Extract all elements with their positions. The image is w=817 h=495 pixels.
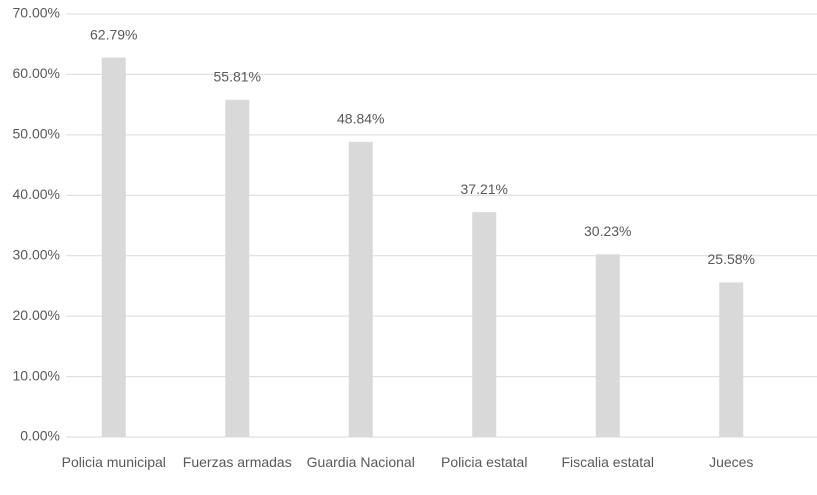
y-tick-label: 60.00% [13, 65, 60, 81]
bar [595, 254, 620, 437]
bar [225, 99, 250, 438]
value-label: 55.81% [214, 68, 261, 84]
y-tick-label: 10.00% [13, 367, 60, 383]
y-tick-label: 50.00% [13, 126, 60, 142]
x-tick-label: Fiscalia estatal [561, 454, 655, 470]
x-tick-label: Policia estatal [441, 454, 528, 470]
bar [348, 141, 373, 437]
x-tick-label: Guardia Nacional [306, 454, 415, 470]
value-label: 37.21% [461, 181, 508, 197]
y-tick-label: 30.00% [13, 246, 60, 262]
bar [719, 282, 744, 437]
value-label: 30.23% [584, 223, 631, 239]
x-tick-label: Fuerzas armadas [182, 454, 292, 470]
value-label: 62.79% [90, 26, 137, 42]
bar [472, 212, 497, 437]
y-tick-label: 20.00% [13, 307, 60, 323]
y-tick-label: 70.00% [13, 5, 60, 21]
x-tick-label: Jueces [709, 454, 754, 470]
y-tick-label: 40.00% [13, 186, 60, 202]
x-tick-label: Policia municipal [61, 454, 166, 470]
bar [101, 57, 126, 437]
value-label: 48.84% [337, 111, 384, 127]
y-tick-label: 0.00% [20, 428, 60, 444]
value-label: 25.58% [708, 251, 755, 267]
